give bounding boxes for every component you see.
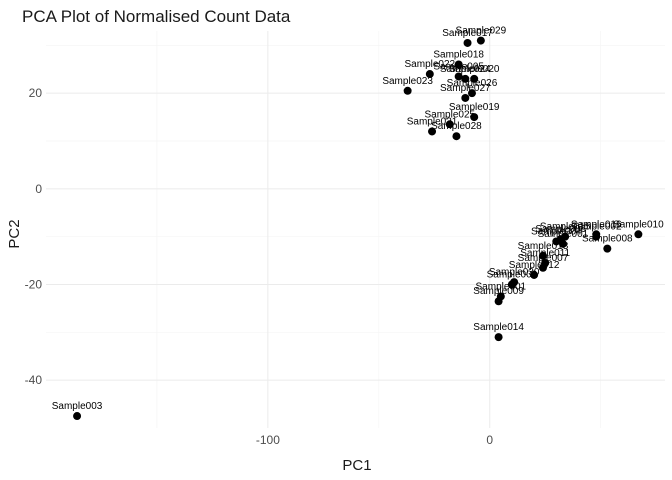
data-point-label: Sample020	[449, 64, 500, 75]
data-point	[538, 251, 547, 260]
y-tick-label: -40	[25, 373, 43, 387]
x-axis-title: PC1	[342, 457, 371, 474]
data-point	[454, 60, 463, 69]
data-point	[552, 237, 561, 246]
data-point	[454, 72, 463, 81]
data-point-label: Sample001	[538, 229, 589, 240]
data-point-label: Sample026	[447, 78, 498, 89]
data-point-label: Sample009	[487, 270, 538, 281]
data-point	[494, 297, 503, 306]
data-point	[461, 93, 470, 102]
data-point-label: Sample007	[518, 253, 569, 264]
data-point	[470, 113, 479, 122]
y-tick-label: -20	[25, 278, 43, 292]
data-point-label: Sample027	[440, 83, 491, 94]
data-point-label: Sample006	[535, 224, 586, 235]
data-point-label: Sample012	[509, 260, 560, 271]
data-point	[463, 38, 472, 47]
data-point-label: Sample010	[613, 219, 664, 230]
data-point	[445, 120, 454, 129]
data-point	[476, 36, 485, 45]
data-point	[470, 74, 479, 83]
data-point	[507, 280, 516, 289]
data-point-label: Sample002	[571, 222, 622, 233]
data-point-label: Sample030	[489, 267, 540, 278]
chart-title: PCA Plot of Normalised Count Data	[22, 7, 291, 26]
data-point-label: Sample022	[405, 59, 456, 70]
x-tick-label: -100	[256, 433, 280, 447]
data-point-label: Sample014	[473, 322, 524, 333]
tick-label-layer: -100 0 -40 -20 0 20	[25, 86, 494, 447]
data-point-label: Sample009	[473, 286, 524, 297]
data-point-label: Sample021	[407, 116, 458, 127]
data-point-label: Sample004	[531, 226, 582, 237]
data-point-label: Sample028	[431, 121, 482, 132]
data-point-label: Sample008	[582, 234, 633, 245]
y-tick-label: 20	[29, 86, 43, 100]
data-point	[558, 239, 567, 248]
data-point-label: Sample001	[476, 281, 527, 292]
data-point	[494, 333, 503, 342]
data-point	[461, 74, 470, 83]
grid-layer	[46, 31, 665, 428]
data-point-label: Sample015	[540, 222, 591, 233]
data-point	[73, 412, 82, 421]
data-point	[634, 230, 643, 239]
data-point	[603, 244, 612, 253]
data-point-label: Sample018	[433, 49, 484, 60]
data-point-label: Sample019	[449, 102, 500, 113]
data-point-layer	[73, 36, 643, 421]
data-point-label: Sample029	[456, 26, 507, 37]
y-tick-label: 0	[35, 182, 42, 196]
data-point-label: Sample024	[440, 64, 491, 75]
data-point	[452, 132, 461, 141]
data-point-label: Sample025	[424, 109, 475, 120]
data-point	[403, 86, 412, 95]
y-axis-title: PC2	[6, 219, 23, 248]
data-point-label: Sample017	[442, 28, 493, 39]
data-point-label: Sample005	[433, 61, 484, 72]
data-point	[428, 127, 437, 136]
data-point	[530, 270, 539, 279]
data-point	[538, 263, 547, 272]
data-point	[467, 89, 476, 98]
data-label-layer: Sample003Sample029Sample017Sample018Samp…	[52, 26, 664, 412]
data-point-label: Sample011	[520, 248, 570, 259]
data-point-label: Sample013	[518, 241, 569, 252]
x-tick-label: 0	[486, 433, 493, 447]
data-point	[592, 232, 601, 241]
data-point-label: Sample016	[571, 219, 622, 230]
data-point-label: Sample023	[382, 76, 433, 87]
data-point	[425, 70, 434, 79]
data-point-label: Sample003	[52, 401, 103, 412]
